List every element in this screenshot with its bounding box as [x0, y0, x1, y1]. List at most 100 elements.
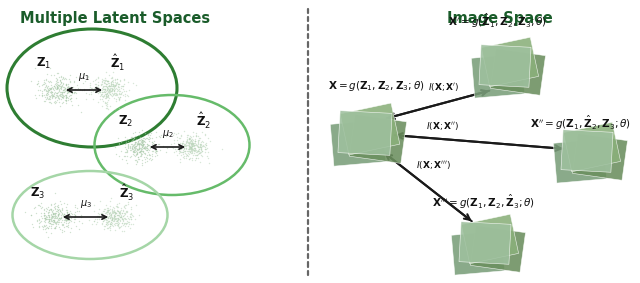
Point — [168, 131, 179, 135]
Point — [40, 227, 51, 231]
Point — [109, 209, 120, 214]
Point — [196, 138, 207, 143]
Point — [103, 215, 113, 219]
Point — [139, 136, 149, 141]
Point — [155, 135, 165, 140]
Point — [175, 136, 185, 140]
Point — [108, 82, 118, 87]
Point — [45, 202, 56, 206]
Point — [181, 140, 191, 144]
Point — [182, 153, 192, 157]
Point — [58, 221, 68, 226]
Point — [52, 85, 62, 89]
Point — [122, 148, 132, 152]
Point — [182, 143, 192, 147]
Point — [151, 149, 161, 153]
Bar — [563, 122, 621, 172]
Point — [127, 142, 138, 147]
Point — [188, 142, 198, 147]
Point — [141, 155, 152, 160]
Point — [47, 93, 57, 97]
Point — [67, 211, 77, 216]
Point — [196, 145, 206, 149]
Point — [65, 85, 76, 89]
Point — [106, 82, 116, 86]
Point — [126, 211, 136, 216]
Point — [100, 217, 111, 222]
Point — [194, 147, 204, 151]
Point — [114, 225, 124, 229]
Point — [32, 218, 42, 222]
Point — [44, 94, 54, 98]
Point — [132, 147, 142, 152]
Point — [120, 134, 131, 139]
Point — [150, 147, 161, 151]
Point — [132, 142, 142, 146]
Point — [38, 213, 49, 218]
Point — [127, 142, 137, 147]
Point — [42, 78, 52, 82]
Point — [52, 207, 62, 211]
Point — [102, 210, 112, 214]
Point — [56, 216, 67, 220]
Point — [198, 144, 208, 148]
Point — [141, 147, 151, 152]
Point — [52, 98, 63, 103]
Point — [132, 155, 143, 159]
Point — [49, 72, 60, 77]
Point — [58, 74, 68, 79]
Point — [61, 93, 71, 98]
Point — [96, 212, 106, 216]
Point — [102, 85, 113, 90]
Point — [114, 92, 124, 96]
Point — [134, 142, 145, 146]
Point — [56, 206, 67, 211]
Point — [48, 211, 58, 215]
Point — [44, 100, 54, 104]
Point — [57, 223, 67, 227]
Point — [106, 211, 116, 216]
Point — [186, 149, 196, 153]
Point — [184, 137, 195, 142]
Point — [115, 215, 125, 220]
Point — [53, 221, 63, 226]
Point — [56, 91, 67, 96]
Point — [87, 221, 97, 226]
Point — [186, 146, 196, 151]
Point — [118, 83, 129, 88]
Point — [108, 208, 118, 213]
Point — [68, 80, 79, 84]
Point — [186, 151, 196, 155]
Point — [129, 148, 140, 153]
Point — [190, 137, 200, 142]
Point — [103, 221, 113, 226]
Point — [43, 210, 53, 215]
Point — [44, 86, 54, 91]
Point — [183, 147, 193, 151]
Point — [52, 220, 63, 225]
Point — [185, 140, 195, 145]
Point — [99, 78, 109, 83]
Point — [43, 226, 53, 230]
Point — [56, 80, 66, 84]
Text: $\mathbf{X}=g(\mathbf{Z}_1,\mathbf{Z}_2,\mathbf{Z}_3;\theta)$: $\mathbf{X}=g(\mathbf{Z}_1,\mathbf{Z}_2,… — [328, 79, 424, 93]
Point — [195, 144, 205, 149]
Point — [103, 219, 113, 223]
Point — [184, 147, 195, 151]
Point — [103, 226, 113, 231]
Point — [111, 219, 121, 223]
Point — [114, 98, 124, 102]
Point — [44, 88, 54, 92]
Point — [32, 82, 42, 86]
Point — [109, 92, 119, 96]
Point — [54, 93, 64, 97]
Point — [184, 156, 195, 161]
Point — [58, 217, 68, 222]
Point — [52, 209, 63, 214]
Point — [199, 144, 209, 148]
Point — [44, 96, 54, 100]
Point — [154, 142, 164, 147]
Point — [118, 223, 128, 228]
Point — [70, 213, 80, 217]
Point — [40, 218, 51, 222]
